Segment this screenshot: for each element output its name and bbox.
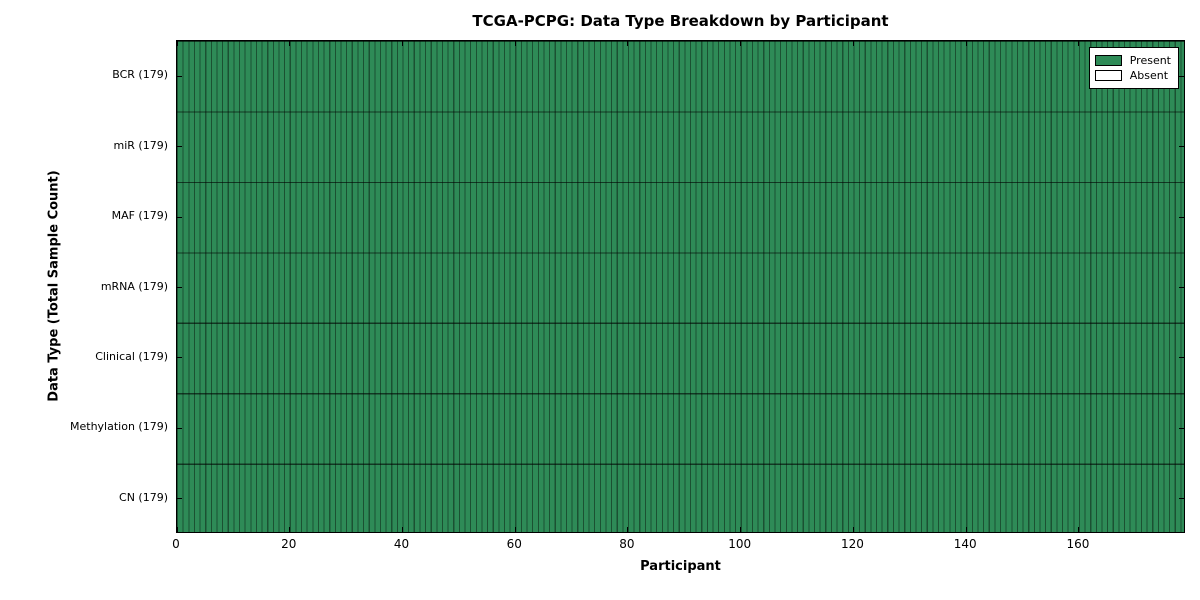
y-tick-mark xyxy=(1179,287,1184,288)
legend-entry: Present xyxy=(1094,54,1171,67)
y-tick-mark xyxy=(1179,498,1184,500)
y-tick-mark xyxy=(177,427,182,429)
x-tick-mark xyxy=(627,527,629,532)
legend-swatch-present xyxy=(1094,55,1122,66)
legend-entry: Absent xyxy=(1094,69,1171,82)
y-tick-label: MAF (179) xyxy=(111,209,168,223)
y-tick-label: Clinical (179) xyxy=(95,349,168,363)
x-tick-mark xyxy=(852,527,854,532)
y-tick-mark xyxy=(177,75,182,77)
y-tick-mark xyxy=(177,287,182,288)
x-tick-label: 80 xyxy=(619,537,635,551)
x-tick-label: 0 xyxy=(172,537,180,551)
legend: Present Absent xyxy=(1088,47,1179,89)
chart-title: TCGA-PCPG: Data Type Breakdown by Partic… xyxy=(472,12,889,30)
y-tick-mark xyxy=(1179,146,1184,148)
x-tick-mark xyxy=(401,527,403,532)
x-tick-label: 100 xyxy=(728,537,752,551)
y-tick-mark xyxy=(1179,75,1184,77)
y-tick-label: Methylation (179) xyxy=(70,420,168,434)
y-tick-label: BCR (179) xyxy=(112,68,168,82)
legend-swatch-absent xyxy=(1094,70,1122,81)
x-tick-mark xyxy=(965,527,967,532)
x-tick-mark xyxy=(965,41,967,46)
x-tick-mark xyxy=(740,527,742,532)
x-tick-mark xyxy=(852,41,854,46)
legend-label: Present xyxy=(1129,54,1171,67)
x-tick-label: 160 xyxy=(1066,537,1090,551)
y-tick-mark xyxy=(177,216,182,218)
y-tick-label: miR (179) xyxy=(113,138,169,152)
x-tick-mark xyxy=(1078,527,1080,532)
y-tick-label: mRNA (179) xyxy=(100,279,168,293)
y-axis-label: Data Type (Total Sample Count) xyxy=(46,170,62,402)
x-tick-label: 140 xyxy=(953,537,977,551)
x-tick-label: 120 xyxy=(840,537,864,551)
x-axis-label: Participant xyxy=(640,559,721,574)
x-tick-mark xyxy=(627,41,629,46)
x-tick-mark xyxy=(514,527,516,532)
x-tick-label: 20 xyxy=(281,537,297,551)
x-tick-mark xyxy=(740,41,742,46)
y-tick-mark xyxy=(1179,427,1184,429)
plot-area: Present Absent xyxy=(176,40,1185,533)
x-tick-label: 40 xyxy=(393,537,410,551)
y-tick-mark xyxy=(177,498,182,500)
x-tick-mark xyxy=(176,41,178,46)
y-tick-mark xyxy=(1179,357,1184,359)
y-tick-mark xyxy=(1179,216,1184,218)
x-tick-mark xyxy=(289,527,291,532)
x-tick-mark xyxy=(401,41,403,46)
x-tick-mark xyxy=(289,41,291,46)
x-tick-mark xyxy=(176,527,178,532)
legend-label: Absent xyxy=(1129,69,1169,82)
x-tick-mark xyxy=(514,41,516,46)
y-tick-mark xyxy=(177,146,182,148)
x-tick-label: 60 xyxy=(506,537,522,551)
x-tick-mark xyxy=(1078,41,1080,46)
y-tick-label: CN (179) xyxy=(119,490,168,504)
y-tick-mark xyxy=(177,357,182,359)
